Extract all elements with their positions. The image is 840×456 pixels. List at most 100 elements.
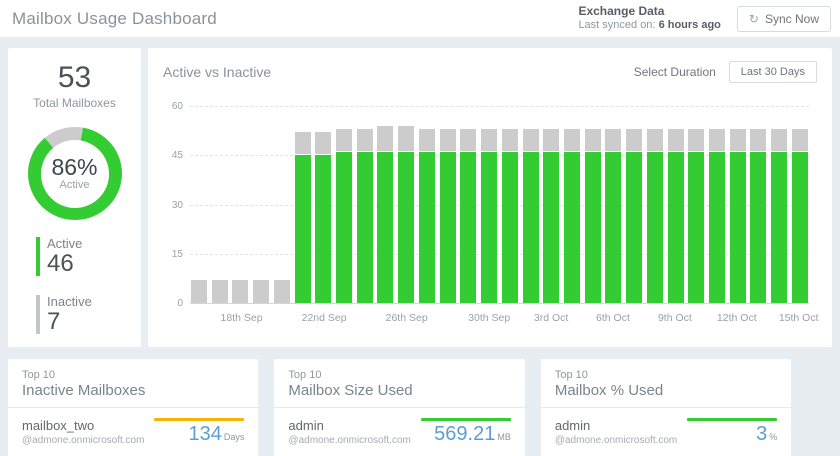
chart-bar-29th-sep[interactable] (460, 106, 477, 303)
chart-bar-18th-sep[interactable] (232, 106, 249, 303)
inactive-segment (439, 129, 456, 152)
active-segment (667, 151, 684, 303)
chart-bar-28th-sep[interactable] (439, 106, 456, 303)
x-tick-label-6th-oct: 6th Oct (596, 312, 630, 324)
active-segment (522, 151, 539, 303)
chart-bar-2nd-oct[interactable] (522, 106, 539, 303)
chart-bar-24th-sep[interactable] (356, 106, 373, 303)
list-item: admin @admone.onmicrosoft.com 3% (555, 418, 778, 447)
chart-bar-10th-oct[interactable] (688, 106, 705, 303)
gridline-15: 15 (172, 249, 809, 260)
inactive-segment (708, 129, 725, 152)
active-segment (501, 151, 518, 303)
card-eyebrow: Top 10 (554, 369, 588, 381)
inactive-segment (522, 129, 539, 152)
chart-bar-17th-sep[interactable] (211, 106, 228, 303)
y-tick-label-0: 0 (177, 297, 183, 309)
active-segment (398, 151, 415, 303)
inactive-segment (460, 129, 477, 152)
sync-now-button[interactable]: ↻ Sync Now (736, 5, 831, 32)
x-tick-label-30th-sep: 30th Sep (468, 312, 511, 324)
chart-bar-11th-oct[interactable] (708, 106, 725, 303)
header-right: Exchange Data Last synced on: 6 hours ag… (578, 4, 831, 33)
active-segment (646, 151, 663, 303)
top10-cards-row: Top 10 Inactive Mailboxes mailbox_two @admo… (8, 359, 792, 456)
chart-bar-25th-sep[interactable] (377, 106, 394, 303)
card-title: Mailbox % Used (540, 382, 792, 408)
active-segment (708, 151, 725, 303)
chart-bar-15th-oct[interactable] (791, 106, 808, 303)
metric-bar (154, 418, 245, 421)
chart-bar-5th-oct[interactable] (584, 106, 601, 303)
chart-bar-23rd-sep[interactable] (336, 106, 353, 303)
list-item: mailbox_two @admone.onmicrosoft.com 134 Day… (22, 418, 245, 447)
chart-bar-13th-oct[interactable] (750, 106, 767, 303)
inactive-segment (688, 129, 705, 152)
active-segment (356, 151, 373, 303)
metric-value-line: 3% (677, 424, 777, 445)
chart-bar-21st-sep[interactable] (294, 106, 311, 303)
chart-bar-30th-sep[interactable] (481, 106, 498, 303)
chart-bar-3rd-oct[interactable] (543, 106, 560, 303)
duration-dropdown[interactable]: Last 30 Days (728, 61, 817, 83)
inactive-segment (377, 125, 394, 152)
x-tick-label-26th-sep: 26th Sep (385, 312, 428, 324)
last-synced-text: Last synced on: 6 hours ago (578, 19, 720, 33)
inactive-segment (211, 280, 228, 303)
chart-bar-6th-oct[interactable] (605, 106, 622, 303)
inactive-segment (626, 129, 643, 152)
last-synced-value: 6 hours ago (658, 19, 721, 32)
inactive-segment (294, 132, 311, 156)
mailbox-info: mailbox_two @admone.onmicrosoft.com (22, 418, 144, 447)
active-segment (460, 151, 477, 303)
card-title: Inactive Mailboxes (8, 382, 259, 408)
inactive-segment (729, 129, 746, 152)
select-duration-label: Select Duration (633, 65, 716, 79)
metric-bar (420, 418, 511, 421)
metric-bar (687, 418, 778, 421)
chart-bar-14th-oct[interactable] (771, 106, 788, 303)
y-tick-label-45: 45 (171, 150, 183, 162)
chart-bar-12th-oct[interactable] (729, 106, 746, 303)
gridline-0: 0 (177, 298, 809, 309)
chart-bar-20th-sep[interactable] (273, 106, 290, 303)
inactive-segment (418, 129, 435, 152)
gridline-60: 60 (172, 101, 809, 112)
inactive-segment (315, 132, 332, 156)
inactive-segment (791, 129, 808, 152)
active-segment (294, 155, 311, 303)
donut-percent-label: Active (59, 179, 90, 192)
active-segment (605, 151, 622, 303)
chart-bar-27th-sep[interactable] (418, 106, 435, 303)
active-segment (563, 151, 580, 303)
chart-card: Active vs Inactive Select Duration Last … (148, 48, 832, 347)
mailbox-name: admin (288, 418, 324, 433)
mailbox-metric: 569.21 MB (411, 418, 511, 445)
inactive-segment (273, 280, 290, 303)
donut-hole: 86% Active (40, 139, 109, 208)
active-segment (688, 151, 705, 303)
metric-unit: % (769, 432, 778, 442)
active-segment (584, 151, 601, 303)
chart-bar-9th-oct[interactable] (667, 106, 684, 303)
x-tick-label-18th-sep: 18th Sep (220, 312, 263, 324)
chart-bar-22nd-sep[interactable] (315, 106, 332, 303)
chart-bar-1st-oct[interactable] (501, 106, 518, 303)
chart-bar-7th-oct[interactable] (626, 106, 643, 303)
header: Mailbox Usage Dashboard Exchange Data La… (0, 0, 840, 37)
chart-bar-19th-sep[interactable] (253, 106, 270, 303)
chart-bar-16th-sep[interactable] (191, 106, 207, 303)
page-title: Mailbox Usage Dashboard (12, 8, 217, 28)
mailbox-metric: 3% (677, 418, 778, 445)
chart-bar-8th-oct[interactable] (646, 106, 663, 303)
metric-value-line: 134 Days (144, 424, 245, 445)
metric-unit: MB (497, 432, 511, 442)
x-tick-label-22nd-sep: 22nd Sep (301, 312, 347, 324)
bar-chart-plot: 60 45 30 15 0 (172, 101, 809, 309)
inactive-stat-value: 7 (47, 307, 61, 335)
chart-bar-26th-sep[interactable] (398, 106, 415, 303)
chart-bar-4th-oct[interactable] (563, 106, 580, 303)
inactive-segment (646, 129, 663, 152)
total-mailboxes-label: Total Mailboxes (33, 96, 116, 110)
last-synced-label: Last synced on: (578, 19, 656, 32)
